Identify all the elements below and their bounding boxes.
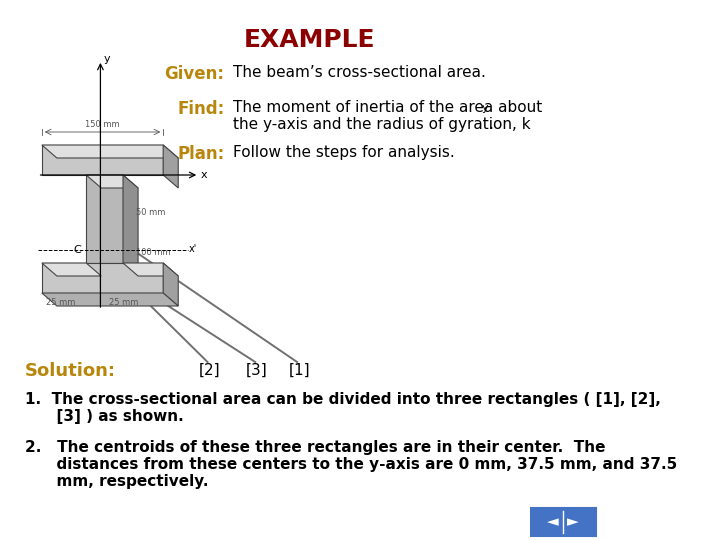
Text: [1]: [1]	[289, 363, 310, 378]
Text: mm, respectively.: mm, respectively.	[25, 474, 209, 489]
Polygon shape	[86, 175, 123, 263]
Text: x: x	[201, 170, 207, 180]
Text: distances from these centers to the y-axis are 0 mm, 37.5 mm, and 37.5: distances from these centers to the y-ax…	[25, 457, 678, 472]
Text: 25 mm: 25 mm	[109, 298, 138, 307]
Text: 100 mm: 100 mm	[136, 248, 171, 257]
Polygon shape	[123, 263, 179, 276]
Text: EXAMPLE: EXAMPLE	[244, 28, 375, 52]
Text: [2]: [2]	[199, 363, 221, 378]
Text: The beam’s cross-sectional area.: The beam’s cross-sectional area.	[233, 65, 485, 80]
Polygon shape	[42, 263, 163, 293]
Text: y: y	[482, 103, 489, 113]
Polygon shape	[163, 263, 179, 306]
Polygon shape	[42, 145, 163, 175]
Text: y: y	[104, 54, 110, 64]
Text: ►: ►	[567, 515, 579, 530]
Text: The moment of inertia of the area about: The moment of inertia of the area about	[233, 100, 542, 115]
Text: .: .	[489, 117, 494, 132]
Text: Find:: Find:	[177, 100, 224, 118]
Text: Solution:: Solution:	[25, 362, 116, 380]
Polygon shape	[86, 175, 138, 188]
Text: 2.   The centroids of these three rectangles are in their center.  The: 2. The centroids of these three rectangl…	[25, 440, 606, 455]
Text: 1.  The cross-sectional area can be divided into three rectangles ( [1], [2],: 1. The cross-sectional area can be divid…	[25, 392, 661, 407]
Text: the y-axis and the radius of gyration, k: the y-axis and the radius of gyration, k	[233, 117, 530, 132]
Polygon shape	[163, 145, 179, 188]
Text: Follow the steps for analysis.: Follow the steps for analysis.	[233, 145, 454, 160]
FancyBboxPatch shape	[531, 508, 596, 536]
Text: [3] ) as shown.: [3] ) as shown.	[25, 409, 184, 424]
Polygon shape	[42, 263, 102, 276]
Text: Plan:: Plan:	[177, 145, 224, 163]
Text: [3]: [3]	[246, 363, 268, 378]
Text: Given:: Given:	[164, 65, 224, 83]
Text: C: C	[73, 245, 81, 255]
Text: 25 mm: 25 mm	[46, 298, 76, 307]
Polygon shape	[123, 175, 138, 276]
Text: x': x'	[189, 244, 197, 254]
Text: 150 mm: 150 mm	[85, 120, 120, 129]
Polygon shape	[42, 145, 179, 158]
Polygon shape	[42, 293, 179, 306]
Text: ◄: ◄	[547, 515, 559, 530]
Text: 50 mm: 50 mm	[136, 208, 166, 217]
